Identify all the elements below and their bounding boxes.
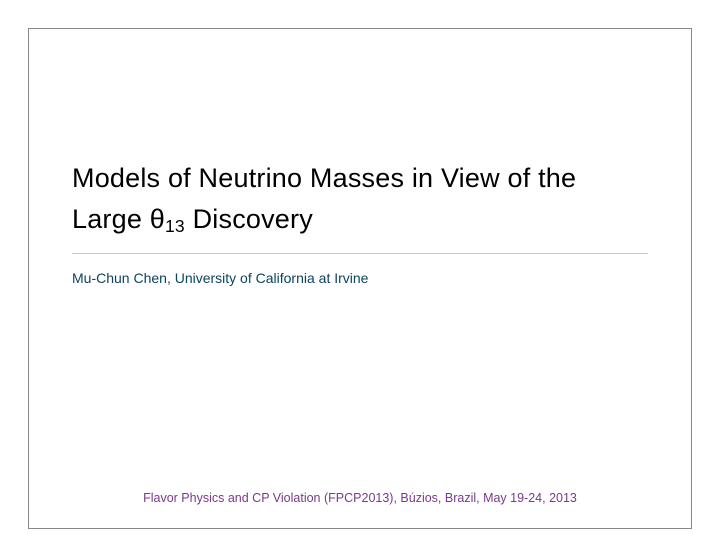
footer-text: Flavor Physics and CP Violation (FPCP201… [0,491,720,505]
theta-subscript: 13 [165,216,185,236]
title-divider [72,253,648,254]
theta-symbol: θ [150,204,165,234]
title-line2-suffix: Discovery [185,204,313,234]
title-line2-prefix: Large [72,204,150,234]
slide-content: Models of Neutrino Masses in View of the… [72,158,648,286]
title-line1: Models of Neutrino Masses in View of the [72,163,576,193]
author-line: Mu-Chun Chen, University of California a… [72,270,648,286]
slide-title: Models of Neutrino Masses in View of the… [72,158,648,239]
